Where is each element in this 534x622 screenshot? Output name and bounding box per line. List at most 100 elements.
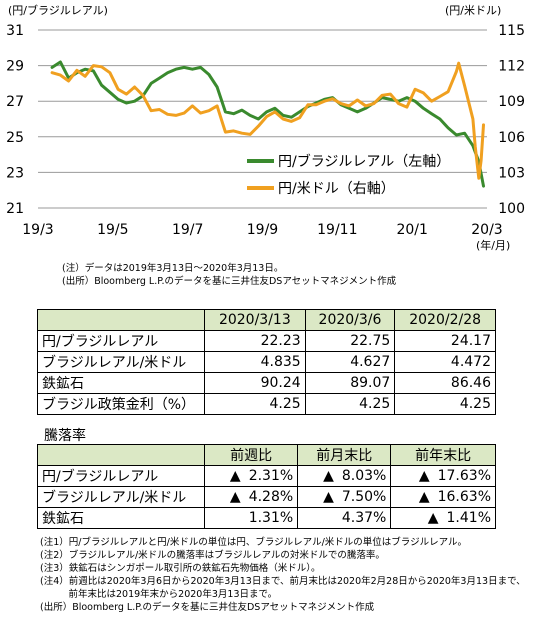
right-axis-tick-label: 109 <box>498 94 525 110</box>
change-table-title: 騰落率 <box>44 428 86 444</box>
left-axis-tick-label: 29 <box>6 59 24 75</box>
x-axis-tick-label: 20/3 <box>471 222 502 238</box>
footnote: (注1）円/ブラジルレアルと円/米ドルの単位は円、ブラジルレアル/米ドルの単位は… <box>40 537 467 548</box>
left-axis-tick-label: 31 <box>6 23 24 39</box>
cell-value: 24.17 <box>394 330 496 352</box>
series-line-usd <box>50 61 485 180</box>
series-line-brl <box>50 60 485 188</box>
row-label: ブラジルレアル/米ドル <box>37 486 205 508</box>
header-period: 前週比 <box>203 444 299 466</box>
header-date: 2020/3/6 <box>304 309 396 331</box>
left-axis-ticks: 31 29 27 25 23 21 <box>6 23 24 217</box>
change-value: 1.41% <box>446 510 491 526</box>
cell-value: 4.472 <box>394 351 496 373</box>
table-row: 円/ブラジルレアル 22.23 22.75 24.17 <box>37 330 496 352</box>
decline-mark: ▲ <box>418 489 430 505</box>
change-value: 4.28% <box>248 489 294 505</box>
right-axis-tick-label: 103 <box>498 165 525 181</box>
header-period: 前年末比 <box>390 444 496 466</box>
left-axis-tick-label: 21 <box>6 201 24 217</box>
cell-change: ▲ 4.28% <box>203 486 299 508</box>
row-label: 鉄鉱石 <box>37 372 205 394</box>
footnote: (注2）ブラジルレアル/米ドルの騰落率はブラジルレアルの対米ドルでの騰落率。 <box>40 550 385 561</box>
cell-value: 22.75 <box>304 330 396 352</box>
header-blank-cell <box>37 309 205 331</box>
change-value: 4.37% <box>341 510 387 526</box>
cell-value: 4.25 <box>394 393 496 415</box>
decline-mark: ▲ <box>229 468 241 484</box>
footnote: (注4）前週比は2020年3月6日から2020年3月13日まで、前月末比は202… <box>40 576 526 587</box>
change-value: 17.63% <box>437 468 491 484</box>
right-axis-ticks: 115 112 109 106 103 100 <box>498 23 525 217</box>
right-axis-tick-label: 100 <box>498 201 525 217</box>
cell-value: 90.24 <box>204 372 306 394</box>
cell-change: ▲ 17.63% <box>390 465 496 487</box>
x-axis-tick-label: 19/7 <box>172 222 203 238</box>
header-date: 2020/2/28 <box>394 309 496 331</box>
cell-change: ▲ 16.63% <box>390 486 496 508</box>
cell-change: 1.31% <box>203 507 299 529</box>
row-label: ブラジル政策金利（%） <box>37 393 205 415</box>
rates-table: 2020/3/13 2020/3/6 2020/2/28 円/ブラジルレアル 2… <box>37 309 496 415</box>
table-row: ブラジル政策金利（%） 4.25 4.25 4.25 <box>37 393 496 415</box>
x-axis-unit: (年/月) <box>476 238 510 252</box>
change-value: 1.31% <box>248 510 294 526</box>
row-label: ブラジルレアル/米ドル <box>37 351 205 373</box>
table-row: 鉄鉱石 90.24 89.07 86.46 <box>37 372 496 394</box>
header-date: 2020/3/13 <box>204 309 306 331</box>
decline-mark: ▲ <box>323 489 334 505</box>
cell-value: 4.835 <box>204 351 306 373</box>
header-period: 前月末比 <box>297 444 392 466</box>
decline-mark: ▲ <box>418 468 430 484</box>
chart-note: (注）データは2019年3月13日～2020年3月13日。 <box>62 263 284 274</box>
decline-mark: ▲ <box>323 468 334 484</box>
right-axis-unit: (円/米ドル) <box>445 4 501 17</box>
cell-value: 86.46 <box>394 372 496 394</box>
x-axis-tick-label: 19/5 <box>97 222 128 238</box>
footnote: 前年末比は2019年末から2020年3月13日まで。 <box>40 589 278 600</box>
change-value: 8.03% <box>341 468 387 484</box>
x-axis-tick-label: 19/11 <box>317 222 357 238</box>
change-value: 7.50% <box>341 489 387 505</box>
table-row: ブラジルレアル/米ドル 4.835 4.627 4.472 <box>37 351 496 373</box>
decline-mark: ▲ <box>427 510 439 526</box>
cell-value: 89.07 <box>304 372 396 394</box>
cell-change: ▲ 1.41% <box>390 507 496 529</box>
left-axis-tick-label: 27 <box>6 94 24 110</box>
cell-value: 22.23 <box>204 330 306 352</box>
left-axis-tick-label: 25 <box>6 130 24 146</box>
table-row: 円/ブラジルレアル ▲ 2.31% ▲ 8.03% ▲ 17.63% <box>37 465 496 487</box>
right-axis-tick-label: 115 <box>498 23 525 39</box>
left-axis-unit: (円/ブラジルレアル) <box>8 3 108 17</box>
x-axis-tick-label: 19/3 <box>22 222 53 238</box>
series-lines <box>50 60 485 188</box>
footnote: (注3）鉄鉱石はシンガポール取引所の鉄鉱石先物価格（米ドル）。 <box>40 563 321 574</box>
table-header-row: 2020/3/13 2020/3/6 2020/2/28 <box>37 309 496 331</box>
x-axis-tick-label: 19/9 <box>247 222 278 238</box>
row-label: 円/ブラジルレアル <box>37 330 205 352</box>
change-table: 前週比 前月末比 前年末比 円/ブラジルレアル ▲ 2.31% ▲ 8.03% ▲ 1… <box>37 444 496 529</box>
legend-label-brl: 円/ブラジルレアル（左軸） <box>278 153 450 170</box>
cell-value: 4.627 <box>304 351 396 373</box>
table-row: 鉄鉱石 1.31% 4.37% ▲ 1.41% <box>37 507 496 529</box>
table-row: ブラジルレアル/米ドル ▲ 4.28% ▲ 7.50% ▲ 16.63% <box>37 486 496 508</box>
right-axis-tick-label: 106 <box>498 130 525 146</box>
table-header-row: 前週比 前月末比 前年末比 <box>37 444 496 466</box>
decline-mark: ▲ <box>229 489 241 505</box>
cell-change: 4.37% <box>297 507 392 529</box>
header-blank-cell <box>37 444 205 466</box>
chart-source: (出所）Bloomberg L.P.のデータを基に三井住友DSアセットマネジメン… <box>62 276 397 287</box>
x-axis-ticks: 19/3 19/5 19/7 19/9 19/11 20/1 20/3 <box>22 222 502 238</box>
row-label: 円/ブラジルレアル <box>37 465 205 487</box>
change-value: 2.31% <box>248 468 294 484</box>
cell-change: ▲ 7.50% <box>297 486 392 508</box>
right-axis-tick-label: 112 <box>498 59 525 75</box>
left-axis-tick-label: 23 <box>6 165 24 181</box>
x-axis-tick-label: 20/1 <box>396 222 427 238</box>
footnote: (出所）Bloomberg L.P.のデータを基に三井住友DSアセットマネジメン… <box>40 602 375 613</box>
legend: 円/ブラジルレアル（左軸） 円/米ドル（右軸） <box>247 153 450 197</box>
legend-label-usd: 円/米ドル（右軸） <box>278 181 395 197</box>
cell-change: ▲ 2.31% <box>203 465 299 487</box>
cell-change: ▲ 8.03% <box>297 465 392 487</box>
